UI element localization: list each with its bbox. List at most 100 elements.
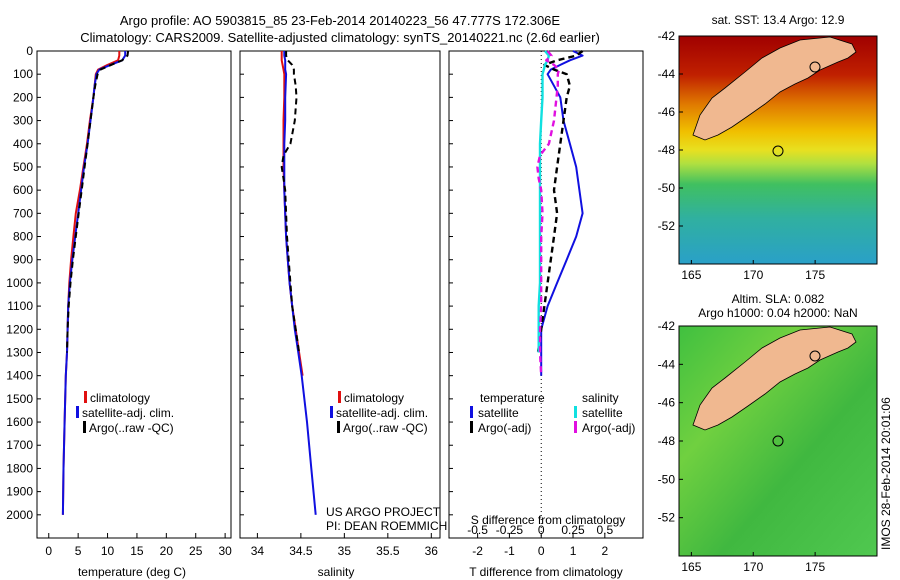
salinity-panel: 34 34.5 35 35.5 36 bbox=[239, 50, 441, 558]
x-top-tick-label: 0.5 bbox=[596, 523, 613, 537]
legend-swatch-satellite-t bbox=[470, 406, 473, 418]
x-tick-label: 0 bbox=[45, 544, 52, 558]
legend-swatch-argo bbox=[337, 421, 340, 433]
legend-label-argo-s: Argo(-adj) bbox=[582, 421, 635, 435]
x-tick-label: 35 bbox=[338, 544, 352, 558]
map-y-tick-label: -46 bbox=[658, 105, 676, 119]
project-annotation-1: US ARGO PROJECT bbox=[326, 505, 441, 519]
sla-map-title-2: Argo h1000: 0.04 h2000: NaN bbox=[698, 306, 857, 320]
map-y-tick-label: -50 bbox=[658, 181, 676, 195]
temperature-xlabel: temperature (deg C) bbox=[78, 565, 186, 579]
y-tick-label: 1400 bbox=[6, 369, 33, 383]
map-y-tick-label: -44 bbox=[658, 357, 676, 371]
x-tick-label: 10 bbox=[101, 544, 115, 558]
salinity-xlabel: salinity bbox=[318, 565, 355, 579]
x-top-tick-label: 0.25 bbox=[561, 523, 585, 537]
legend-swatch-argo-s bbox=[574, 421, 577, 433]
y-tick-label: 2000 bbox=[6, 508, 33, 522]
y-tick-label: 1700 bbox=[6, 438, 33, 452]
panel-frame bbox=[448, 50, 644, 539]
imos-timestamp: IMOS 28-Feb-2014 20:01:06 bbox=[879, 397, 893, 550]
project-annotation-2: PI: DEAN ROEMMICH bbox=[326, 519, 447, 533]
map-y-tick-label: -52 bbox=[658, 219, 676, 233]
legend-title-temperature: temperature bbox=[480, 391, 545, 405]
map-x-tick-label: 165 bbox=[681, 560, 701, 574]
legend-label-climatology: climatology bbox=[90, 391, 150, 405]
map-x-tick-label: 175 bbox=[805, 560, 825, 574]
legend-swatch-satellite bbox=[330, 406, 333, 418]
x-tick-label: 2 bbox=[601, 544, 608, 558]
sst-map: sat. SST: 13.4 Argo: 12.9 165 170 175 -42 -4… bbox=[658, 13, 878, 282]
map-x-tick-label: 175 bbox=[805, 268, 825, 282]
x-top-tick-label: -0.5 bbox=[467, 523, 488, 537]
series-line bbox=[66, 50, 130, 353]
panel-frame bbox=[36, 50, 232, 539]
legend-label-argo: Argo(..raw -QC) bbox=[89, 421, 174, 435]
x-tick-label: 30 bbox=[218, 544, 232, 558]
x-tick-label: -2 bbox=[472, 544, 483, 558]
y-tick-label: 800 bbox=[13, 230, 33, 244]
temperature-legend: climatology satellite-adj. clim. Argo(..… bbox=[76, 391, 174, 435]
legend-label-argo: Argo(..raw -QC) bbox=[343, 421, 428, 435]
map-y-tick-label: -42 bbox=[658, 29, 676, 43]
map-y-tick-label: -50 bbox=[658, 472, 676, 486]
x-tick-label: 5 bbox=[75, 544, 82, 558]
salinity-legend: climatology satellite-adj. clim. Argo(..… bbox=[330, 391, 428, 435]
x-tick-label: 0 bbox=[538, 544, 545, 558]
legend-swatch-climatology bbox=[338, 391, 341, 403]
y-tick-label: 900 bbox=[13, 253, 33, 267]
legend-label-satellite: satellite-adj. clim. bbox=[336, 406, 428, 420]
y-tick-label: 1900 bbox=[6, 485, 33, 499]
y-tick-label: 1200 bbox=[6, 322, 33, 336]
sla-coastline-south-island bbox=[692, 326, 857, 431]
header-line2: Climatology: CARS2009. Satellite-adjuste… bbox=[80, 30, 600, 45]
y-tick-label: 1600 bbox=[6, 415, 33, 429]
y-tick-label: 1000 bbox=[6, 276, 33, 290]
y-tick-label: 200 bbox=[13, 90, 33, 104]
y-tick-label: 1100 bbox=[7, 299, 33, 313]
x-tick-label: 36 bbox=[425, 544, 439, 558]
legend-label-satellite-s: satellite bbox=[582, 406, 623, 420]
map-x-tick-label: 165 bbox=[681, 268, 701, 282]
difference-panel: -2 -1 0 1 2 -0.5 -0.25 0 0.25 0.5 bbox=[448, 50, 644, 558]
series-line bbox=[536, 50, 561, 376]
x-tick-label: -1 bbox=[504, 544, 515, 558]
y-tick-label: 1300 bbox=[6, 345, 33, 359]
difference-top-xlabel: S difference from climatology bbox=[471, 513, 626, 527]
sst-map-ticks: 165 170 175 -42 -44 -46 -48 -50 -52 bbox=[658, 29, 826, 282]
map-y-tick-label: -48 bbox=[658, 434, 676, 448]
series-line bbox=[540, 50, 584, 376]
temperature-panel: 0 5 10 15 20 25 300100200300400500600700800900… bbox=[6, 44, 232, 558]
sst-minor-marker bbox=[809, 61, 821, 73]
y-tick-label: 1800 bbox=[6, 461, 33, 475]
sst-coastline-south-island bbox=[692, 36, 857, 141]
sla-argo-marker bbox=[772, 435, 784, 447]
map-y-tick-label: -52 bbox=[658, 511, 676, 525]
map-y-tick-label: -44 bbox=[658, 67, 676, 81]
y-tick-label: 1500 bbox=[6, 392, 33, 406]
x-tick-label: 35.5 bbox=[376, 544, 400, 558]
series-line bbox=[537, 50, 551, 353]
sst-map-title: sat. SST: 13.4 Argo: 12.9 bbox=[712, 13, 845, 27]
legend-swatch-argo bbox=[83, 421, 86, 433]
legend-label-satellite-t: satellite bbox=[478, 406, 519, 420]
sla-map-ticks: 165 170 175 -42 -44 -46 -48 -50 -52 bbox=[658, 319, 826, 574]
legend-swatch-argo-t bbox=[470, 421, 473, 433]
header-line1: Argo profile: AO 5903815_85 23-Feb-2014 … bbox=[120, 13, 561, 28]
y-tick-label: 700 bbox=[13, 206, 33, 220]
difference-legend: temperature satellite Argo(-adj) salinit… bbox=[470, 391, 635, 435]
panel-frame bbox=[239, 50, 441, 539]
legend-label-argo-t: Argo(-adj) bbox=[478, 421, 531, 435]
x-tick-label: 25 bbox=[189, 544, 203, 558]
map-x-tick-label: 170 bbox=[743, 560, 763, 574]
y-tick-label: 0 bbox=[26, 44, 33, 58]
legend-label-satellite: satellite-adj. clim. bbox=[82, 406, 174, 420]
map-y-tick-label: -42 bbox=[658, 319, 676, 333]
sst-argo-marker bbox=[772, 145, 784, 157]
legend-label-climatology: climatology bbox=[344, 391, 404, 405]
legend-swatch-satellite bbox=[76, 406, 79, 418]
x-top-tick-label: -0.25 bbox=[496, 523, 524, 537]
y-tick-label: 100 bbox=[13, 67, 33, 81]
x-tick-label: 34 bbox=[251, 544, 265, 558]
